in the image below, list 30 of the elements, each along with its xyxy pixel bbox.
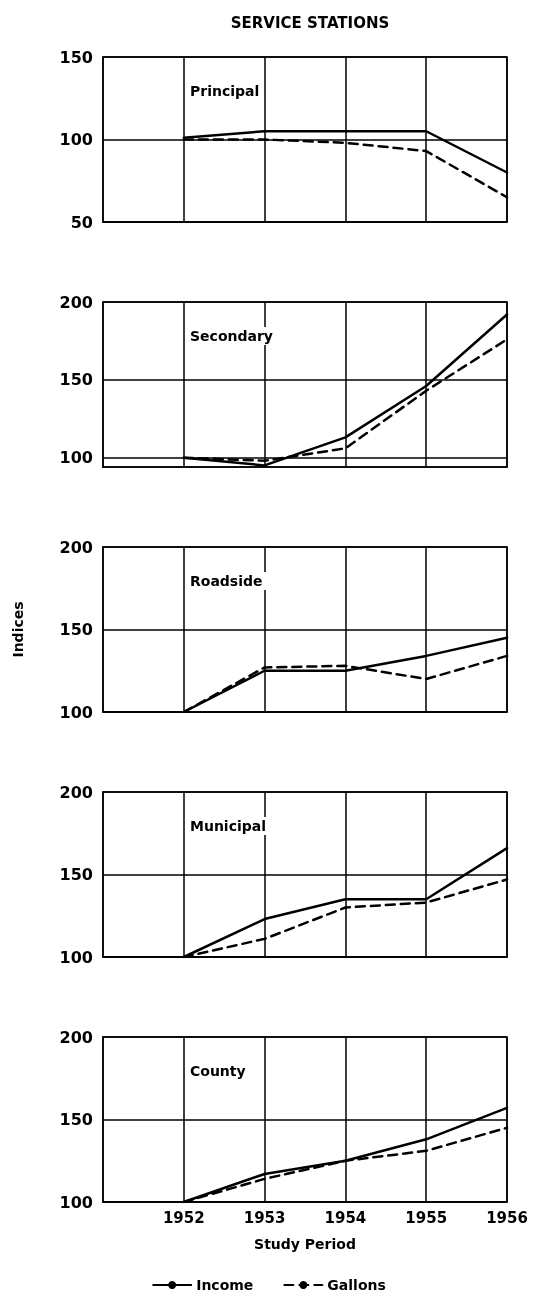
y-tick-label: 150	[59, 47, 93, 67]
y-tick-label: 100	[59, 448, 93, 468]
legend-label: Income	[196, 1277, 254, 1293]
text: Principal	[190, 83, 260, 99]
y-axis-title: Indices	[10, 601, 26, 658]
text: Roadside	[190, 573, 263, 589]
y-tick-label: 100	[59, 702, 93, 722]
x-tick-label: 1955	[405, 1208, 448, 1227]
x-axis-title: Study Period	[254, 1236, 356, 1252]
x-tick-label: 1953	[243, 1208, 286, 1227]
y-tick-label: 200	[59, 292, 93, 312]
text: Secondary	[190, 328, 273, 344]
y-tick-label: 100	[59, 1192, 93, 1212]
y-tick-label: 200	[59, 537, 93, 557]
y-tick-label: 150	[59, 620, 93, 639]
chart-title: SERVICE STATIONS	[230, 13, 390, 32]
x-tick-label: 1956	[486, 1208, 528, 1227]
y-tick-label: 200	[59, 1027, 93, 1047]
text: Municipal	[190, 818, 267, 834]
text: County	[190, 1063, 246, 1079]
y-tick-label: 200	[59, 782, 93, 802]
x-tick-label: 1952	[162, 1208, 205, 1227]
legend-label: Gallons	[327, 1277, 386, 1293]
y-tick-label: 100	[59, 130, 93, 149]
y-tick-label: 150	[59, 1110, 93, 1129]
x-tick-label: 1954	[324, 1208, 367, 1227]
y-tick-label: 150	[59, 865, 93, 884]
y-tick-label: 100	[59, 947, 93, 967]
y-tick-label: 50	[70, 212, 93, 232]
y-tick-label: 150	[59, 370, 93, 390]
